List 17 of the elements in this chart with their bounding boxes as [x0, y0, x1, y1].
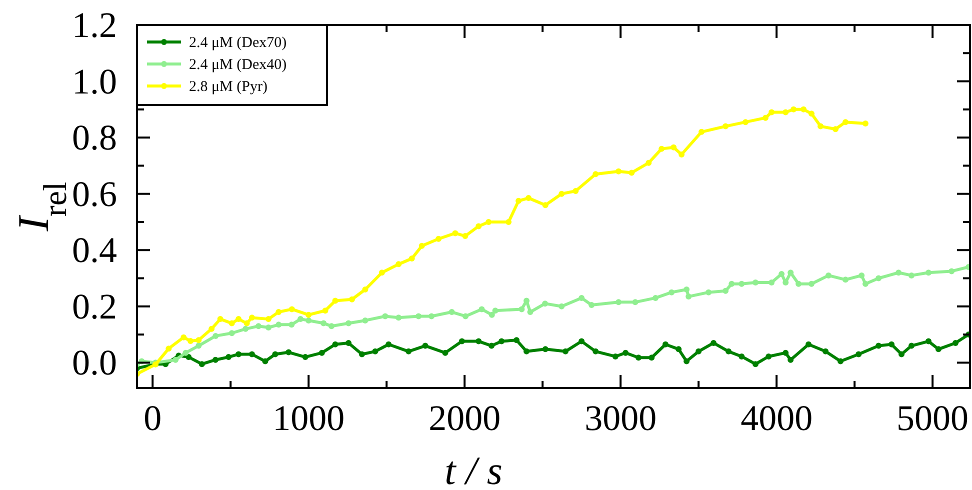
legend-label: 2.4 μM (Dex70): [189, 35, 287, 51]
legend-label: 2.8 μM (Pyr): [189, 79, 268, 95]
y-tick-label: 0.0: [72, 342, 117, 383]
x-tick-label: 5000: [896, 398, 969, 438]
y-tick-label: 1.0: [72, 61, 117, 102]
y-tick-label: 0.4: [72, 230, 117, 270]
x-tick-label: 1000: [272, 398, 345, 438]
x-tick-label: 2000: [428, 398, 501, 438]
y-tick-label: 0.8: [72, 118, 117, 158]
legend-label: 2.4 μM (Dex40): [189, 57, 287, 73]
x-tick-label: 4000: [740, 398, 813, 438]
x-axis-title: t / s: [444, 448, 502, 490]
y-tick-label: 1.2: [72, 5, 117, 45]
y-tick-label: 0.6: [72, 174, 117, 214]
y-tick-label: 0.2: [72, 286, 117, 326]
x-tick-label: 3000: [584, 398, 657, 438]
x-tick-label: 0: [144, 398, 162, 438]
